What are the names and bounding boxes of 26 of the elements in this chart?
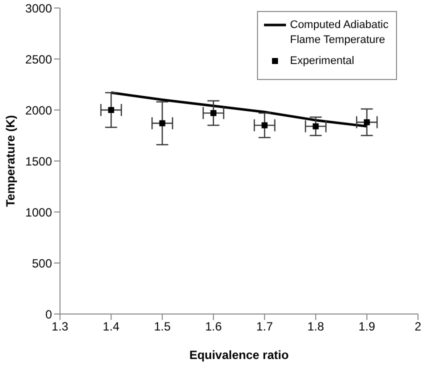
y-tick-label: 0 <box>45 307 52 322</box>
x-tick-label: 1.4 <box>102 320 120 334</box>
x-tick-label: 1.9 <box>358 320 376 334</box>
point <box>262 122 268 128</box>
y-tick-label: 2000 <box>25 103 52 118</box>
x-tick-label: 1.6 <box>205 320 222 334</box>
x-tick-label: 1.5 <box>154 320 171 334</box>
y-tick-label: 1000 <box>25 205 52 220</box>
x-tick-label: 1.3 <box>52 320 69 334</box>
point <box>108 107 114 113</box>
point <box>312 123 319 130</box>
x-axis-title: Equivalence ratio <box>189 348 289 362</box>
x-tick-label: 1.7 <box>256 320 274 334</box>
y-tick-label: 3000 <box>25 1 52 16</box>
point <box>364 119 370 126</box>
x-tick-label: 2 <box>414 320 422 334</box>
y-axis-title: Temperature (K) <box>3 115 18 207</box>
x-tick-label: 1.8 <box>307 320 324 334</box>
line-series <box>110 91 368 128</box>
legend-label: Experimental <box>290 54 354 69</box>
y-tick-label: 1500 <box>25 154 52 168</box>
point <box>210 110 216 116</box>
point <box>159 120 166 126</box>
legend-label: Computed Adiabatic Flame Temperature <box>290 18 390 48</box>
y-tick-label: 2500 <box>25 52 52 66</box>
y-tick-label: 500 <box>32 256 52 270</box>
